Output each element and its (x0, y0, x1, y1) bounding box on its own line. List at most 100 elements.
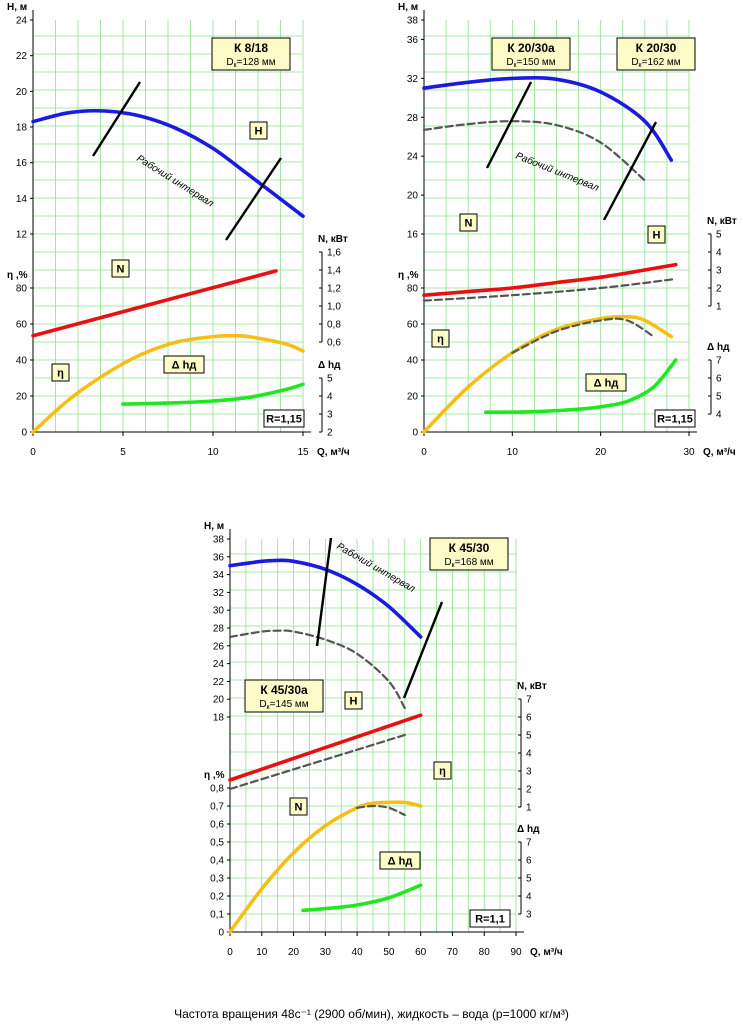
y-tick-label: 5 (526, 731, 532, 742)
y-tick-label: 0,6 (327, 338, 341, 349)
model-label: К 45/30а Dк=145 мм (244, 679, 324, 713)
series-line (422, 120, 646, 182)
model-name: К 8/18 (234, 41, 268, 55)
x-axis-label: Q, м³/ч (317, 447, 350, 458)
y-tick-label: 20 (16, 392, 28, 403)
series-line (511, 317, 655, 354)
y-tick-label: 1,6 (327, 248, 341, 259)
series-label-box (249, 121, 268, 140)
y-tick-label: 5 (327, 374, 333, 385)
y-tick-label: 18 (213, 713, 225, 724)
y-tick-label: 12 (16, 230, 28, 241)
y-tick-label: 38 (213, 535, 225, 546)
x-tick-label: 60 (415, 947, 427, 958)
series-label-box (289, 797, 308, 816)
x-tick-label: 80 (479, 947, 491, 958)
y-tick-label: 6 (526, 713, 532, 724)
y-tick-label: 0,1 (210, 910, 224, 921)
model-label: К 45/30 Dк=168 мм (429, 537, 509, 571)
interval-bound (402, 601, 444, 699)
x-tick-label: 0 (227, 947, 233, 958)
x-tick-label: 10 (507, 447, 519, 458)
y-tick-label: 32 (213, 588, 225, 599)
interval-bound (485, 81, 533, 169)
y-tick-label: 80 (16, 284, 28, 295)
series-label: Н (653, 230, 661, 242)
y-tick-label: 1 (716, 302, 722, 313)
y-tick-label: 24 (16, 16, 28, 27)
y-tick-label: 16 (16, 158, 28, 169)
model-name: К 45/30 (449, 541, 490, 555)
y-axis-label-N: N, кВт (517, 681, 547, 692)
series-label-box (111, 259, 130, 278)
series-line (121, 382, 305, 406)
series-line (31, 269, 278, 338)
series-line (228, 713, 423, 782)
y-tick-label: 5 (716, 230, 722, 241)
series-line (422, 262, 678, 297)
y-tick-label: 4 (327, 392, 333, 403)
series-label: η (437, 334, 444, 346)
y-tick-label: 6 (716, 374, 722, 385)
y-tick-label: 20 (213, 695, 225, 706)
y-tick-label: 0,8 (210, 784, 224, 795)
x-tick-label: 70 (447, 947, 459, 958)
model-label: К 20/30 Dк=162 мм (616, 37, 696, 71)
series-line (422, 314, 674, 434)
y-tick-label: 34 (213, 570, 225, 581)
model-label: К 20/30а Dк=150 мм (491, 37, 571, 71)
series-label-box (51, 363, 70, 382)
series-line (228, 629, 406, 710)
r-box (263, 409, 305, 428)
y-tick-label: 28 (213, 624, 225, 635)
model-diameter: Dк=128 мм (226, 57, 275, 69)
x-tick-label: 5 (120, 447, 126, 458)
r-value: R=1,15 (657, 414, 693, 426)
r-box (469, 909, 511, 928)
y-axis-label-dh: Δ hд (707, 342, 730, 353)
y-tick-label: 0 (218, 928, 224, 939)
y-tick-label: 60 (407, 320, 419, 331)
y-tick-label: 1,0 (327, 302, 341, 313)
series-line (422, 277, 677, 302)
series-label: N (465, 218, 473, 230)
y-axis-label-eta: η ,% (204, 770, 225, 781)
series-label-box (431, 329, 450, 348)
model-name: К 20/30 (636, 41, 677, 55)
y-tick-label: 0,4 (210, 856, 224, 867)
r-value: R=1,15 (266, 414, 302, 426)
y-tick-label: 4 (716, 248, 722, 259)
y-tick-label: 22 (16, 51, 28, 62)
series-label: Δ hд (172, 360, 197, 372)
y-tick-label: 26 (213, 641, 225, 652)
interval-bound (602, 121, 658, 221)
y-tick-label: 36 (213, 552, 225, 563)
y-tick-label: 7 (716, 356, 722, 367)
y-tick-label: 22 (213, 677, 225, 688)
series-line (422, 76, 674, 162)
interval-bound (91, 81, 142, 157)
x-tick-label: 30 (683, 447, 695, 458)
series-label-box (379, 851, 421, 870)
y-tick-label: 18 (16, 123, 28, 134)
y-tick-label: 0,8 (327, 320, 341, 331)
model-box (244, 679, 324, 713)
y-tick-label: 0 (412, 428, 418, 439)
series-label-box (647, 225, 666, 244)
x-tick-label: 0 (421, 447, 427, 458)
y-axis-label-N: N, кВт (707, 216, 737, 227)
y-tick-label: 4 (716, 410, 722, 421)
y-tick-label: 0,3 (210, 874, 224, 885)
y-tick-label: 60 (16, 320, 28, 331)
r-value: R=1,1 (475, 914, 505, 926)
model-box (491, 37, 571, 71)
y-axis-label-eta: η ,% (398, 270, 419, 281)
y-tick-label: 2 (327, 428, 333, 439)
series-label-box (433, 761, 452, 780)
chart-k4530: 0 10 20 30 40 50 60 70 80 90 Q, м³/ч18202224262830… (204, 521, 563, 958)
y-tick-label: 0,5 (210, 838, 224, 849)
series-label-box (585, 373, 627, 392)
y-tick-label: 24 (407, 152, 419, 163)
